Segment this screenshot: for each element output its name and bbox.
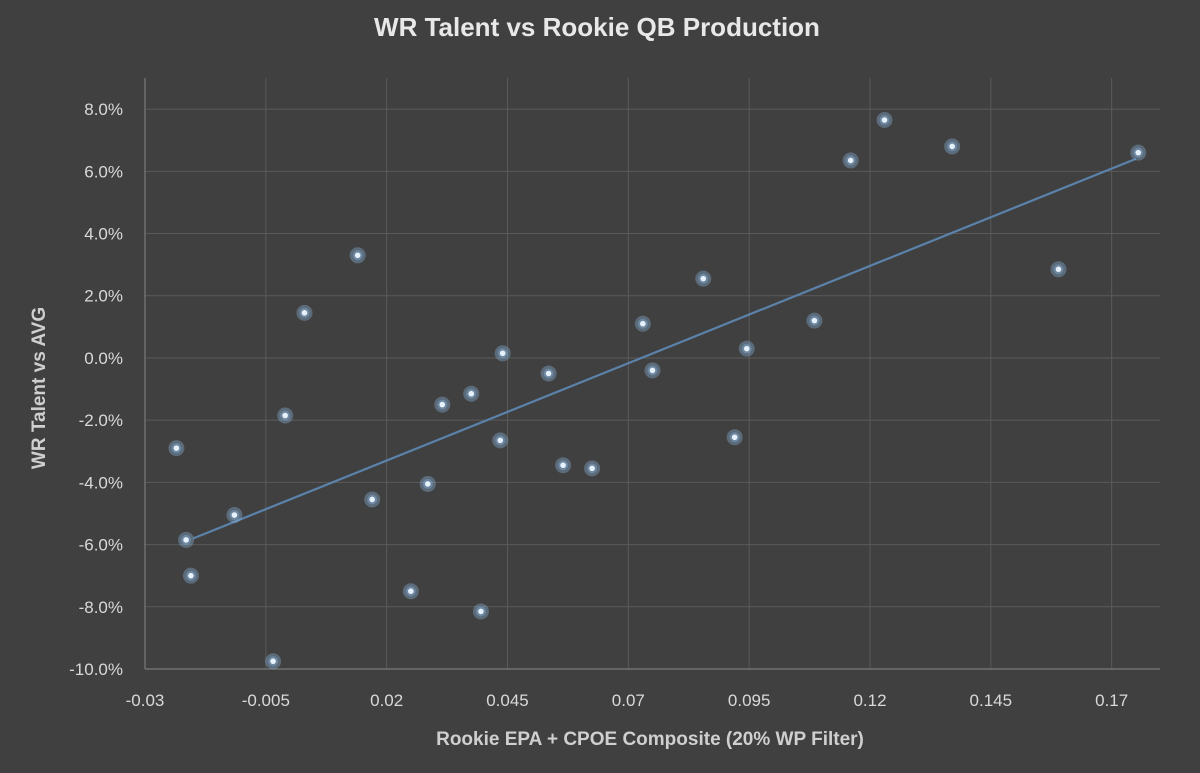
data-point-marker (640, 320, 646, 327)
data-point-marker (1135, 149, 1142, 156)
data-point (584, 460, 601, 477)
data-point (178, 531, 195, 548)
data-point-marker (183, 537, 189, 543)
x-tick-label: 0.045 (486, 691, 529, 710)
data-point-marker (424, 481, 431, 487)
data-point (726, 429, 743, 446)
data-point-marker (369, 496, 375, 503)
data-point (492, 432, 509, 449)
data-point (876, 111, 893, 128)
data-point (296, 304, 313, 321)
y-tick-label: -8.0% (79, 598, 123, 617)
data-point-marker (468, 390, 475, 397)
y-axis-title: WR Talent vs AVG (29, 307, 50, 469)
data-point (463, 385, 480, 402)
data-point (168, 440, 185, 457)
y-tick-label: 8.0% (84, 100, 123, 119)
x-tick-label: 0.07 (612, 691, 645, 710)
y-tick-label: 6.0% (84, 162, 123, 181)
data-point-marker (439, 401, 446, 408)
data-point-marker (497, 437, 504, 444)
data-point (364, 491, 381, 508)
data-point (1050, 261, 1067, 278)
data-point (738, 340, 755, 357)
data-point-marker (881, 117, 888, 123)
axes (144, 78, 1160, 670)
data-point (695, 270, 712, 287)
data-point-marker (478, 608, 484, 615)
data-point (494, 345, 511, 362)
y-tick-label: -2.0% (79, 411, 123, 430)
x-tick-label: 0.17 (1095, 691, 1128, 710)
data-point (1130, 144, 1147, 161)
data-point (402, 583, 419, 600)
grid-lines (145, 78, 1160, 669)
data-point-marker (301, 310, 308, 316)
y-tick-label: 0.0% (84, 349, 123, 368)
x-tick-label: 0.095 (728, 691, 771, 710)
data-point-marker (560, 462, 566, 469)
data-point-marker (700, 275, 707, 282)
y-tick-label: -10.0% (69, 660, 123, 679)
x-tick-label: 0.12 (853, 691, 886, 710)
data-point (634, 315, 651, 332)
data-point-marker (499, 350, 506, 357)
data-points (168, 111, 1147, 670)
y-tick-label: -6.0% (79, 536, 123, 555)
data-point (182, 567, 199, 584)
data-point (349, 247, 366, 264)
x-axis-title: Rookie EPA + CPOE Composite (20% WP Filt… (436, 729, 864, 750)
chart-title: WR Talent vs Rookie QB Production (374, 12, 820, 42)
data-point (806, 312, 823, 329)
data-point-marker (589, 465, 595, 472)
data-point-marker (270, 658, 276, 665)
data-point-marker (1055, 266, 1062, 273)
data-point (265, 653, 282, 670)
trendline (192, 157, 1137, 540)
data-point (842, 152, 859, 169)
x-tick-label: -0.005 (242, 691, 290, 710)
data-point-marker (743, 345, 750, 352)
y-tick-label: 2.0% (84, 287, 123, 306)
data-point-marker (949, 143, 955, 150)
data-point-marker (847, 157, 854, 164)
x-tick-label: 0.145 (970, 691, 1013, 710)
data-point-marker (282, 412, 288, 419)
data-point-marker (811, 317, 818, 324)
x-tick-label: -0.03 (126, 691, 165, 710)
data-point (226, 507, 243, 524)
data-point-marker (231, 512, 238, 518)
data-point (434, 396, 451, 413)
data-point (472, 603, 489, 620)
tick-labels: -10.0% -8.0% -6.0% -4.0% -2.0% 0.0% 2.0% 4.0% 6.… (69, 100, 1128, 710)
data-point-marker (731, 434, 738, 441)
data-point (540, 365, 557, 382)
data-point (419, 475, 436, 492)
data-point (644, 362, 661, 379)
data-point-marker (173, 445, 180, 451)
data-point (944, 138, 961, 155)
data-point (277, 407, 294, 424)
data-point-marker (649, 367, 656, 374)
y-tick-label: 4.0% (84, 225, 123, 244)
data-point (555, 457, 572, 474)
data-point-marker (408, 588, 414, 595)
y-tick-label: -4.0% (79, 473, 123, 492)
x-tick-label: 0.02 (370, 691, 403, 710)
data-point-marker (545, 370, 552, 377)
data-point-marker (354, 252, 361, 259)
data-point-marker (188, 572, 194, 579)
